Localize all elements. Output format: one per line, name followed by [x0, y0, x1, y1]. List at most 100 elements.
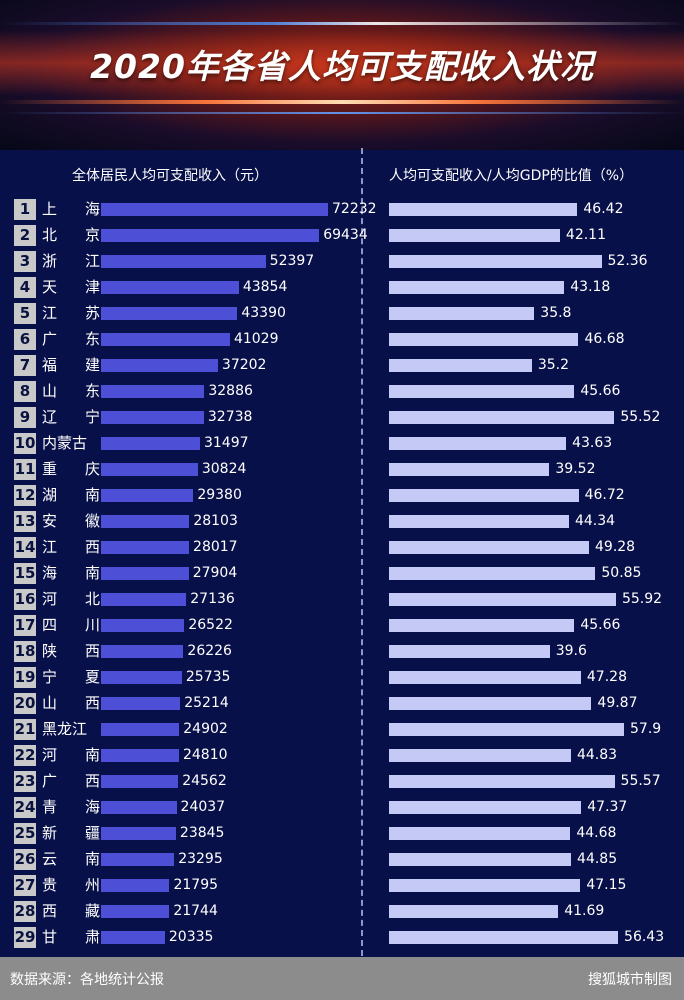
income-value-label: 24810: [182, 747, 228, 763]
rank-badge: 12: [14, 485, 36, 506]
ratio-bar: [389, 827, 571, 840]
province-label: 云南: [42, 850, 100, 868]
income-value-label: 21795: [173, 877, 219, 893]
province-label: 新疆: [42, 824, 100, 842]
ratio-bar: [389, 411, 615, 424]
province-label: 广东: [42, 330, 100, 348]
ratio-bar: [389, 333, 579, 346]
rank-badge: 22: [14, 745, 36, 766]
income-value-label: 37202: [221, 357, 267, 373]
ratio-bar: [389, 515, 569, 528]
ratio-bar: [389, 593, 616, 606]
income-value-label: 24902: [183, 721, 228, 737]
province-label: 湖南: [42, 486, 100, 504]
credit: 搜狐城市制图: [588, 972, 672, 988]
rank-badge: 7: [14, 355, 36, 376]
province-label: 北京: [42, 226, 100, 244]
income-value-label: 21744: [173, 903, 218, 919]
income-bar: [101, 593, 187, 606]
rank-badge: 4: [14, 277, 36, 298]
income-bar: [101, 775, 179, 788]
income-bar: [101, 541, 190, 554]
income-bar: [101, 463, 198, 476]
ratio-bar: [389, 489, 579, 502]
province-label: 广西: [42, 772, 100, 790]
footer: 数据来源：各地统计公报 搜狐城市制图: [0, 957, 684, 1000]
ratio-value-label: 55.52: [620, 409, 661, 425]
income-value-label: 25735: [185, 669, 231, 685]
ratio-bar: [389, 801, 582, 814]
province-label: 陕西: [42, 642, 100, 660]
header-light-beam: [0, 100, 684, 104]
ratio-bar: [389, 749, 571, 762]
rank-badge: 10: [14, 433, 36, 454]
rank-badge: 9: [14, 407, 36, 428]
province-label: 黑龙江: [42, 720, 88, 738]
ratio-bar: [389, 255, 602, 268]
province-label: 内蒙古: [42, 434, 88, 452]
ratio-value-label: 35.8: [540, 305, 572, 321]
ratio-bar: [389, 307, 535, 320]
header-banner: 2020年各省人均可支配收入状况: [0, 0, 684, 150]
ratio-value-label: 49.28: [595, 539, 636, 555]
income-bar: [101, 853, 175, 866]
income-value-label: 32738: [207, 409, 253, 425]
income-value-label: 31497: [203, 435, 249, 451]
income-bar: [101, 567, 189, 580]
rank-badge: 15: [14, 563, 36, 584]
province-label: 山西: [42, 694, 100, 712]
ratio-value-label: 41.69: [564, 903, 605, 919]
ratio-bar: [389, 463, 550, 476]
ratio-value-label: 35.2: [537, 357, 570, 373]
ratio-value-label: 55.92: [621, 591, 663, 607]
income-bar: [101, 437, 200, 450]
income-bar: [101, 749, 179, 762]
province-label: 西藏: [42, 902, 100, 920]
ratio-value-label: 45.66: [580, 383, 621, 399]
income-bar: [101, 905, 170, 918]
column-divider: [361, 148, 363, 956]
rank-badge: 2: [14, 225, 36, 246]
province-label: 天津: [42, 278, 100, 296]
province-label: 辽宁: [42, 408, 100, 426]
income-value-label: 27904: [192, 565, 238, 581]
ratio-value-label: 46.68: [584, 331, 625, 347]
ratio-bar: [389, 775, 615, 788]
ratio-value-label: 57.9: [630, 721, 662, 737]
ratio-value-label: 55.57: [620, 773, 661, 789]
ratio-value-label: 49.87: [597, 695, 638, 711]
rank-badge: 25: [14, 823, 36, 844]
ratio-value-label: 44.68: [576, 825, 617, 841]
ratio-bar: [389, 853, 572, 866]
income-bar: [101, 723, 180, 736]
income-bar: [101, 229, 320, 242]
ratio-bar: [389, 697, 592, 710]
province-label: 四川: [42, 616, 100, 634]
rank-badge: 1: [14, 199, 36, 220]
rank-badge: 18: [14, 641, 36, 662]
ratio-bar: [389, 723, 624, 736]
ratio-value-label: 43.18: [570, 279, 611, 295]
income-bar: [101, 255, 266, 268]
ratio-bar: [389, 645, 550, 658]
income-value-label: 29380: [197, 487, 242, 503]
ratio-value-label: 44.34: [574, 513, 616, 529]
rank-badge: 27: [14, 875, 36, 896]
income-value-label: 26226: [187, 643, 232, 659]
ratio-value-label: 44.85: [577, 851, 618, 867]
province-label: 浙江: [42, 252, 100, 270]
income-bar: [101, 515, 190, 528]
ratio-bar: [389, 671, 581, 684]
rank-badge: 19: [14, 667, 36, 688]
income-bar: [101, 411, 204, 424]
province-label: 山东: [42, 382, 100, 400]
income-bar: [101, 385, 205, 398]
ratio-value-label: 43.63: [572, 435, 613, 451]
ratio-bar: [389, 385, 575, 398]
rank-badge: 24: [14, 797, 36, 818]
ratio-value-label: 39.6: [555, 643, 587, 659]
ratio-value-label: 45.66: [580, 617, 621, 633]
income-value-label: 72232: [332, 201, 377, 217]
ratio-bar: [389, 229, 560, 242]
income-value-label: 23845: [179, 825, 225, 841]
